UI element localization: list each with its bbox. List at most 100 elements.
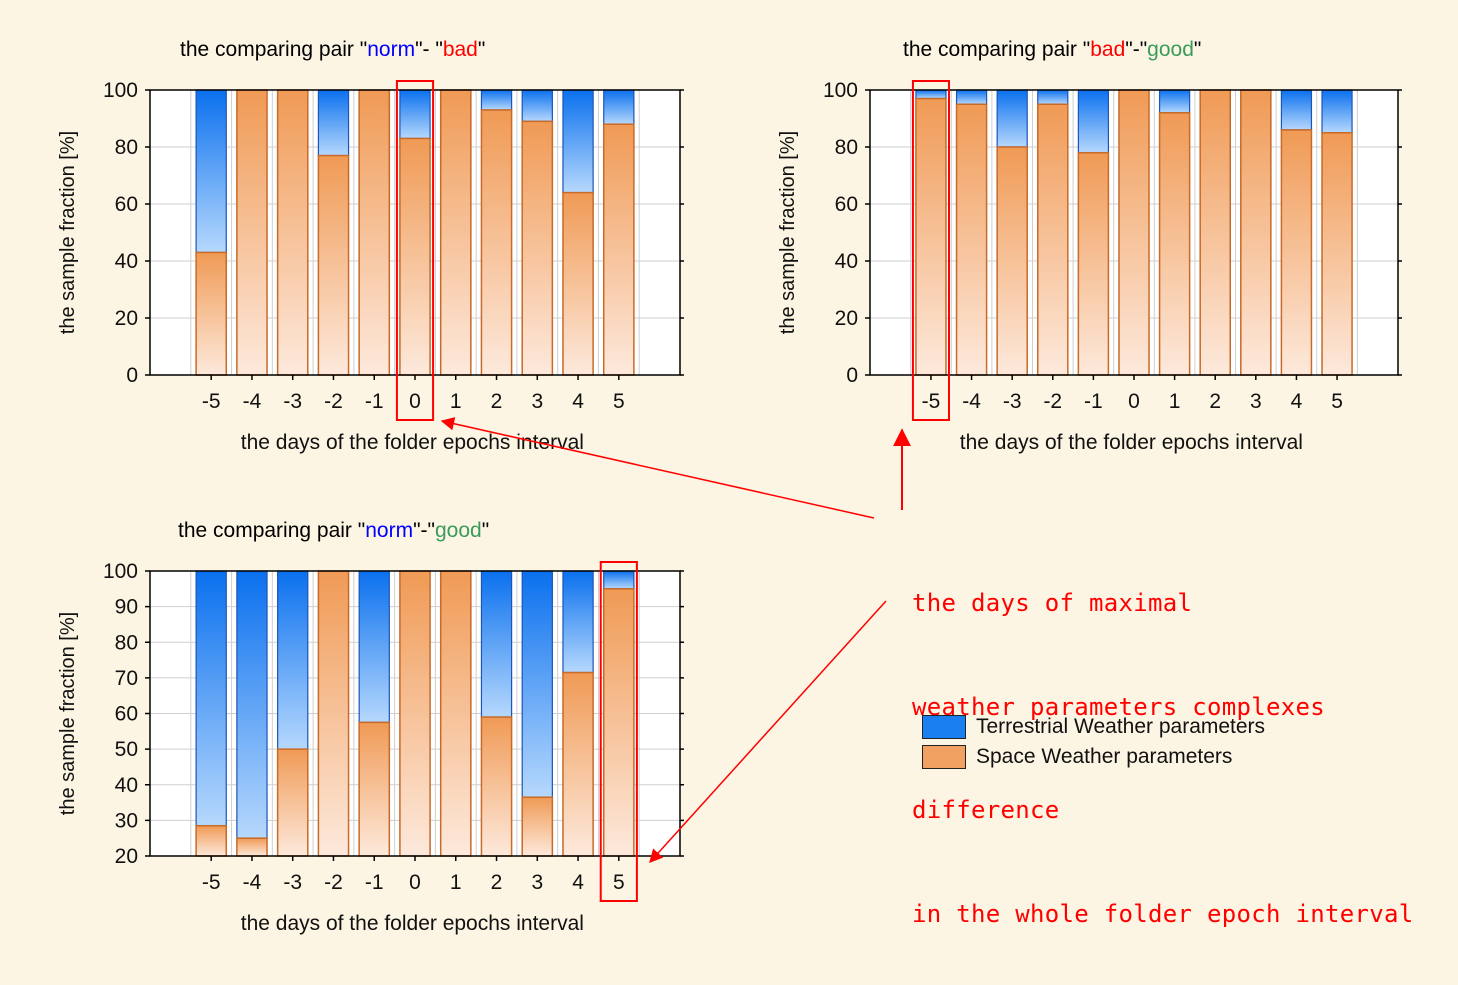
chart-title-part: "-"	[1125, 38, 1147, 61]
legend-swatch-space	[922, 745, 966, 769]
chart-3: 20 30 40 50 60 70 80 90 100 -5 -4 -3 -2 -1 0 1 2 3 4 5 the d…	[57, 519, 684, 935]
bar-terrestrial--3	[277, 570, 309, 750]
x-tick-label: 1	[450, 871, 462, 894]
bar-space--3	[276, 89, 309, 376]
x-tick-label: 3	[531, 871, 543, 894]
y-tick-label: 0	[126, 364, 138, 387]
annotation-line-1: the days of maximal	[912, 589, 1193, 617]
x-tick-label: 4	[572, 390, 584, 413]
bar-space-2	[480, 716, 513, 857]
bar-space-4	[562, 191, 594, 376]
x-tick-label: 0	[1128, 390, 1140, 413]
x-tick-label: -2	[1043, 390, 1062, 413]
bar-space-1	[1158, 112, 1191, 376]
bar-space--5	[195, 251, 228, 376]
y-tick-label: 20	[835, 307, 858, 330]
bar-terrestrial--5	[195, 89, 227, 254]
annotation-arrows	[440, 417, 911, 864]
y-tick-label: 60	[835, 193, 858, 216]
bar-space-3	[1240, 89, 1272, 376]
bar-terrestrial--3	[996, 89, 1028, 148]
annotation-line-3: difference	[912, 796, 1060, 824]
x-tick-label: -4	[243, 871, 262, 894]
y-axis-label: the sample fraction [%]	[57, 131, 79, 334]
bar-space--2	[317, 570, 350, 857]
chart-title-part: "	[478, 38, 485, 61]
bar-space-2	[480, 109, 513, 376]
bar-terrestrial-4	[562, 89, 594, 194]
bar-space-0	[399, 570, 431, 857]
x-tick-label: 2	[491, 390, 503, 413]
chart-title-part: "-"	[413, 519, 435, 542]
y-tick-label: 0	[846, 364, 858, 387]
y-tick-label: 70	[115, 667, 138, 690]
x-tick-label: 5	[613, 871, 625, 894]
chart-title-part: good	[1147, 38, 1194, 61]
chart-title-part: bad	[1090, 38, 1125, 61]
bar-terrestrial-2	[480, 570, 513, 718]
x-tick-label: 2	[1209, 390, 1221, 413]
x-tick-label: 2	[491, 871, 503, 894]
y-tick-label: 40	[115, 774, 138, 797]
legend-item-space: Space Weather parameters	[922, 742, 1265, 772]
bar-space--4	[236, 837, 268, 857]
bar-space-4	[562, 671, 594, 857]
chart-title-part: norm	[367, 38, 415, 61]
bar-space--1	[1077, 151, 1110, 376]
bar-space-3	[521, 796, 554, 857]
bar-terrestrial--2	[1037, 89, 1069, 105]
bar-space--1	[358, 721, 391, 857]
x-tick-label: -2	[324, 871, 343, 894]
x-tick-label: 0	[409, 390, 421, 413]
highlight-box-0	[395, 80, 435, 421]
bar-space-1	[439, 89, 472, 376]
chart-title-part: "- "	[415, 38, 443, 61]
bar-space--4	[955, 103, 988, 376]
bar-space-5	[1321, 132, 1353, 376]
bar-terrestrial-5	[603, 570, 635, 590]
y-tick-label: 100	[823, 79, 858, 102]
x-tick-label: -5	[922, 390, 941, 413]
y-axis-label: the sample fraction [%]	[57, 612, 79, 815]
annotation-line-4: in the whole folder epoch interval	[912, 899, 1414, 928]
x-tick-label: -4	[243, 390, 262, 413]
bar-terrestrial-4	[562, 570, 594, 674]
chart-title-part: the comparing pair "	[180, 38, 367, 61]
x-tick-label: -1	[365, 390, 384, 413]
bar-terrestrial--4	[955, 89, 988, 105]
x-tick-label: 0	[409, 871, 421, 894]
bar-terrestrial-3	[521, 89, 553, 122]
chart-title: the comparing pair "bad"-"good"	[903, 38, 1201, 61]
bar-space--3	[996, 146, 1028, 376]
bar-space--2	[317, 154, 350, 376]
bar-space-0	[399, 137, 431, 376]
y-tick-label: 40	[115, 250, 138, 273]
chart-1: 0 20 40 60 80 100 -5 -4 -3 -2 -1 0 1 2 3 4 5 the days of …	[57, 38, 684, 454]
legend-item-terrestrial: Terrestrial Weather parameters	[922, 712, 1265, 742]
x-tick-label: 5	[1331, 390, 1343, 413]
chart-title-part: bad	[443, 38, 478, 61]
y-tick-label: 40	[835, 250, 858, 273]
bar-space-0	[1118, 89, 1150, 376]
bar-terrestrial-1	[1158, 89, 1191, 114]
y-tick-label: 100	[103, 560, 138, 583]
x-axis-label: the days of the folder epochs interval	[960, 431, 1303, 454]
bar-space-5	[602, 588, 635, 857]
bar-space--3	[276, 748, 309, 857]
legend: Terrestrial Weather parameters Space Wea…	[922, 712, 1265, 772]
chart-title-part: the comparing pair "	[903, 38, 1090, 61]
legend-label-terrestrial: Terrestrial Weather parameters	[976, 715, 1266, 738]
x-tick-label: -3	[283, 390, 302, 413]
bar-terrestrial-0	[399, 89, 431, 140]
y-tick-label: 60	[115, 193, 138, 216]
bar-space-4	[1280, 129, 1313, 376]
x-tick-label: 3	[1250, 390, 1262, 413]
arrow-to-chart-3-day-5	[649, 600, 887, 864]
highlight-box--5	[911, 80, 950, 421]
x-tick-label: 5	[613, 390, 625, 413]
bar-terrestrial-5	[603, 89, 635, 125]
chart-title-part: "	[482, 519, 489, 542]
bar-terrestrial--5	[915, 89, 947, 100]
y-tick-label: 80	[115, 631, 138, 654]
